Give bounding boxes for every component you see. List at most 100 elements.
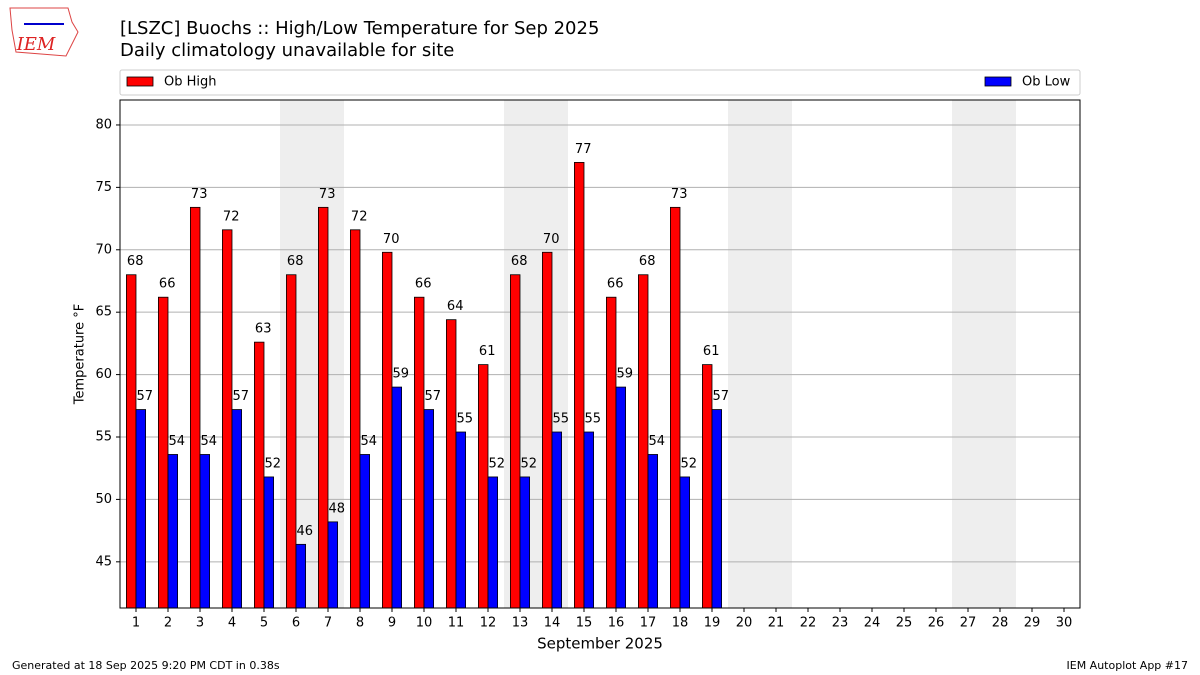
data-label: 59 <box>617 367 634 382</box>
bar <box>253 341 265 609</box>
data-label: 66 <box>415 277 432 292</box>
y-tick-label: 65 <box>95 305 112 320</box>
x-tick-label: 21 <box>768 616 785 631</box>
plot-frame <box>119 99 1081 609</box>
x-tick-label: 8 <box>356 616 364 631</box>
x-tick-label: 5 <box>260 616 268 631</box>
x-tick-label: 23 <box>832 616 849 631</box>
y-tick-label: 80 <box>95 117 112 132</box>
legend <box>119 69 1081 96</box>
y-tick-label: 75 <box>95 180 112 195</box>
bar <box>423 409 435 609</box>
data-label: 55 <box>457 412 474 427</box>
bar <box>231 409 243 609</box>
data-label: 57 <box>713 389 730 404</box>
legend-swatch <box>126 76 154 87</box>
bar <box>445 319 457 609</box>
data-label: 66 <box>159 277 176 292</box>
bar <box>295 543 307 609</box>
data-label: 52 <box>681 456 698 471</box>
weekend-shade <box>728 100 760 608</box>
weekend-shade <box>984 100 1016 608</box>
data-label: 57 <box>425 389 442 404</box>
data-label: 61 <box>703 344 720 359</box>
bar <box>126 274 137 609</box>
weekend-shade <box>952 100 984 608</box>
data-label: 77 <box>575 142 592 157</box>
x-tick-label: 12 <box>480 616 497 631</box>
data-label: 70 <box>543 232 560 247</box>
y-tick-label: 60 <box>95 367 112 382</box>
data-label: 63 <box>255 322 272 337</box>
bar <box>551 431 563 609</box>
x-tick-label: 16 <box>608 616 625 631</box>
data-label: 66 <box>607 277 624 292</box>
data-label: 52 <box>489 456 506 471</box>
data-label: 73 <box>191 187 208 202</box>
x-tick-label: 19 <box>704 616 721 631</box>
bar <box>679 476 691 609</box>
x-tick-label: 30 <box>1056 616 1073 631</box>
data-label: 59 <box>393 367 410 382</box>
data-label: 73 <box>671 187 688 202</box>
bar <box>263 476 275 609</box>
bar <box>135 409 147 609</box>
bar <box>391 386 403 609</box>
y-axis-label: Temperature °F <box>73 304 88 405</box>
x-tick-label: 14 <box>544 616 561 631</box>
footer-right: IEM Autoplot App #17 <box>1067 659 1189 672</box>
footer-left: Generated at 18 Sep 2025 9:20 PM CDT in … <box>12 659 280 672</box>
logo: IEM <box>9 7 79 57</box>
x-tick-label: 11 <box>448 616 465 631</box>
y-tick-label: 70 <box>95 242 112 257</box>
x-tick-label: 25 <box>896 616 913 631</box>
bar <box>583 431 595 609</box>
data-label: 55 <box>553 412 570 427</box>
data-label: 68 <box>287 254 304 269</box>
bar <box>189 206 201 609</box>
data-label: 52 <box>265 456 282 471</box>
chart-title: [LSZC] Buochs :: High/Low Temperature fo… <box>120 18 599 39</box>
y-tick-label: 50 <box>95 492 112 507</box>
bar <box>349 229 361 609</box>
data-label: 57 <box>233 389 250 404</box>
weekend-shade <box>760 100 792 608</box>
data-label: 54 <box>361 434 378 449</box>
bar <box>702 364 713 609</box>
bar <box>167 454 179 609</box>
bar <box>221 229 233 609</box>
bar <box>615 386 627 609</box>
x-tick-label: 24 <box>864 616 881 631</box>
bar <box>327 521 339 609</box>
x-tick-label: 1 <box>132 616 140 631</box>
x-tick-label: 2 <box>164 616 172 631</box>
bar <box>542 251 553 609</box>
chart-subtitle: Daily climatology unavailable for site <box>120 40 454 61</box>
data-label: 68 <box>639 254 656 269</box>
bar <box>509 274 521 609</box>
x-tick-label: 26 <box>928 616 945 631</box>
bar <box>638 274 649 609</box>
data-label: 54 <box>649 434 666 449</box>
bar <box>317 206 329 609</box>
bar <box>519 476 531 609</box>
data-label: 55 <box>585 412 602 427</box>
x-tick-label: 27 <box>960 616 977 631</box>
y-tick-label: 45 <box>95 554 112 569</box>
x-tick-label: 6 <box>292 616 300 631</box>
legend-label: Ob High <box>164 75 217 90</box>
logo-text: IEM <box>16 34 56 55</box>
x-tick-label: 29 <box>1024 616 1041 631</box>
data-label: 68 <box>127 254 144 269</box>
data-label: 48 <box>329 501 346 516</box>
x-tick-label: 3 <box>196 616 204 631</box>
data-label: 64 <box>447 299 464 314</box>
bar <box>606 296 617 609</box>
y-tick-label: 55 <box>95 430 112 445</box>
x-tick-label: 22 <box>800 616 817 631</box>
x-tick-label: 18 <box>672 616 689 631</box>
x-axis-label: September 2025 <box>537 635 663 653</box>
legend-swatch <box>984 76 1012 87</box>
x-tick-label: 10 <box>416 616 433 631</box>
